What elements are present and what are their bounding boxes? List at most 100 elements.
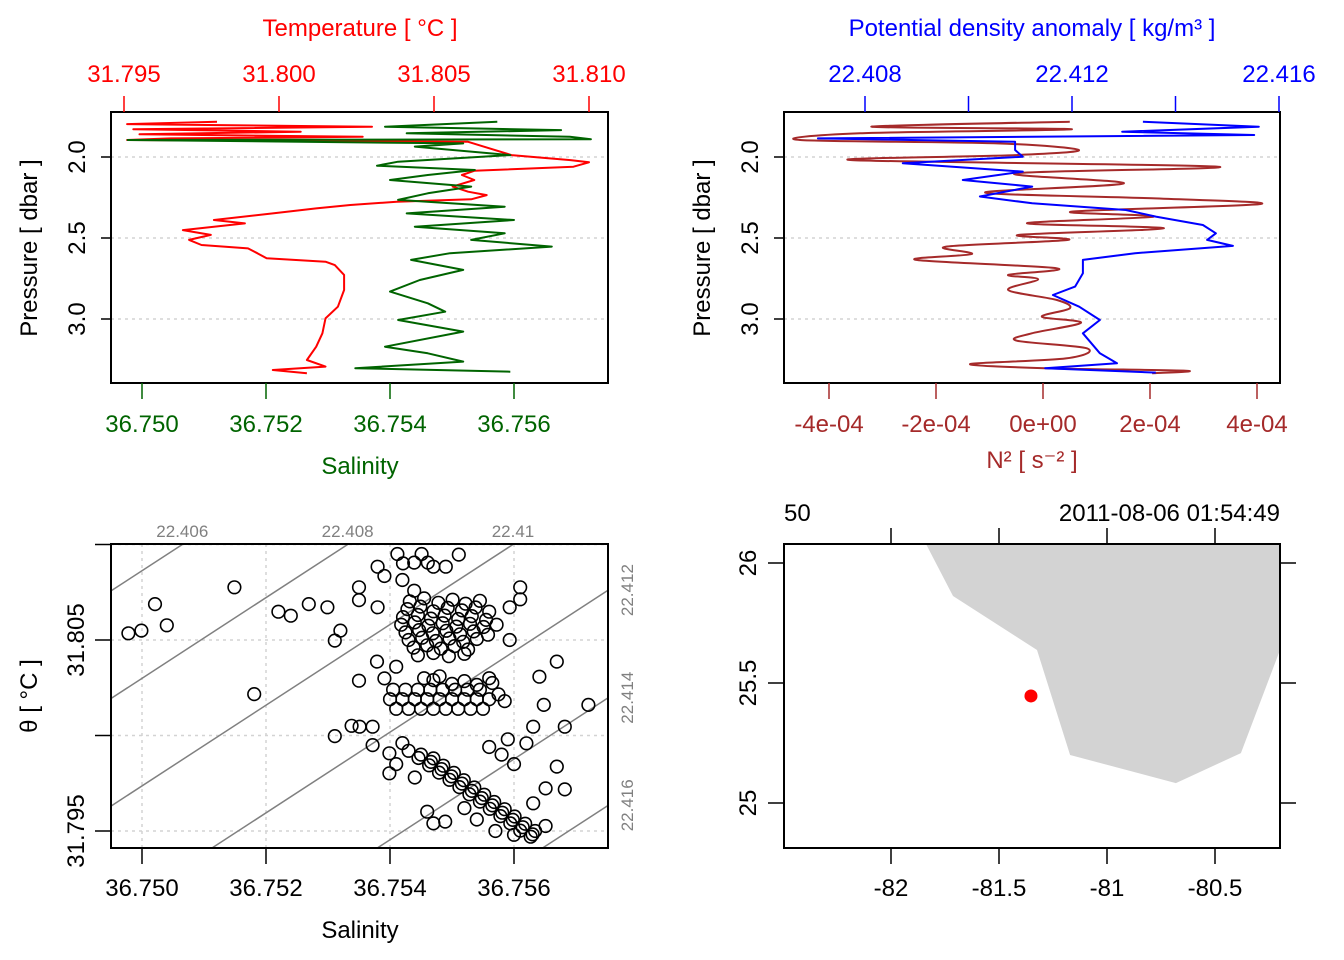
- bottom-tick-label: 4e-04: [1226, 411, 1287, 438]
- top-tick-label: 22.412: [1035, 61, 1108, 88]
- ts-point: [389, 756, 404, 772]
- ts-point: [333, 623, 348, 638]
- ts-point: [412, 622, 427, 638]
- ts-point: [515, 820, 530, 835]
- ts-point: [370, 559, 385, 574]
- top-tick-label: 31.800: [242, 61, 315, 88]
- ts-point: [549, 654, 564, 669]
- ts-point: [457, 673, 472, 689]
- top-tick-label: 22.408: [828, 61, 901, 88]
- ts-point: [466, 624, 481, 639]
- ts-point: [451, 701, 466, 716]
- ts-point: [506, 756, 522, 772]
- ts-point: [407, 615, 422, 630]
- ts-point: [352, 719, 367, 734]
- salinity-axis-label: Salinity: [321, 917, 398, 944]
- ts-point: [247, 686, 262, 702]
- y-axis-label: Pressure [ dbar ]: [16, 159, 43, 336]
- ts-point: [426, 645, 441, 661]
- bottom-tick-label: 0e+00: [1009, 411, 1076, 438]
- ts-point: [525, 827, 540, 842]
- ts-point: [283, 608, 298, 623]
- ts-point: [505, 812, 520, 828]
- profile-panel-density-n2: 2.0 2.5 3.0 Pressure [ dbar ] 22.408 22.412 22…: [689, 15, 1316, 474]
- ts-point: [401, 632, 416, 648]
- ts-point: [485, 675, 500, 691]
- ts-point: [454, 776, 470, 791]
- ts-point: [445, 592, 460, 607]
- ts-point: [407, 555, 422, 570]
- n2-profile-line: [792, 120, 1264, 375]
- ts-point: [344, 718, 359, 733]
- ts-point: [435, 616, 450, 631]
- isopycnal-line: [110, 543, 184, 592]
- ts-points: [121, 546, 596, 844]
- ts-point: [497, 693, 512, 709]
- ts-point: [422, 758, 437, 773]
- ts-point: [475, 701, 491, 716]
- ts-point: [442, 772, 457, 787]
- ts-point: [395, 556, 411, 571]
- top-tick-label: 31.795: [87, 61, 160, 88]
- ts-point: [423, 611, 439, 626]
- ts-point: [489, 617, 504, 632]
- bottom-tick-label: 36.750: [105, 411, 178, 438]
- n2-axis-label: N² [ s⁻² ]: [986, 447, 1077, 474]
- longitude-tick-label: -80.5: [1188, 875, 1243, 902]
- density-axis-title: Potential density anomaly [ kg/m³ ]: [849, 15, 1216, 42]
- isopycnal-lines: [110, 543, 609, 849]
- ts-point: [421, 618, 436, 633]
- salinity-axis-label: Salinity: [321, 453, 398, 480]
- plot-frame: [110, 543, 609, 849]
- station-time-label: 2011-08-06 01:54:49: [1059, 500, 1280, 527]
- longitude-tick-label: -81.5: [972, 875, 1027, 902]
- ts-point: [472, 794, 488, 809]
- ts-point: [438, 559, 453, 574]
- longitude-tick-label: -82: [874, 875, 909, 902]
- ts-point: [451, 547, 466, 562]
- ts-point: [351, 580, 367, 595]
- ts-point: [351, 592, 367, 608]
- ts-point: [497, 802, 512, 817]
- ts-point: [365, 737, 380, 753]
- ts-point: [482, 801, 497, 816]
- x-tick-label: 36.750: [105, 875, 178, 902]
- y-tick-label: 31.805: [63, 603, 90, 676]
- bottom-tick-label: 36.756: [477, 411, 550, 438]
- plot-frame: [110, 111, 609, 384]
- ts-point: [301, 596, 316, 612]
- y-tick-label: 2.5: [737, 221, 764, 254]
- y-tick-label: 2.0: [64, 140, 91, 173]
- ts-point: [438, 701, 453, 716]
- ts-point: [527, 823, 543, 839]
- ts-point: [469, 631, 484, 647]
- top-tick-label: 22.416: [1242, 61, 1315, 88]
- ts-point: [431, 765, 447, 780]
- ts-point: [327, 728, 342, 744]
- isopycnal-label: 22.412: [618, 564, 637, 616]
- ts-point: [513, 580, 528, 595]
- ts-point: [147, 596, 163, 612]
- ts-point: [227, 580, 242, 595]
- ts-point: [457, 800, 472, 816]
- ts-point: [581, 697, 596, 713]
- ts-point: [410, 648, 426, 663]
- ts-point: [394, 617, 409, 632]
- ts-point: [382, 746, 397, 761]
- y-tick-label: 2.0: [737, 140, 764, 173]
- isopycnal-label: 22.406: [156, 522, 208, 541]
- temperature-profile-line: [126, 120, 590, 375]
- isopycnal-label: 22.41: [492, 522, 535, 541]
- isopycnal-line: [211, 589, 609, 849]
- isopycnal-line: [542, 804, 609, 849]
- ts-point: [557, 719, 572, 734]
- ts-point: [463, 701, 478, 716]
- isopycnal-label: 22.416: [618, 779, 637, 831]
- ts-point: [557, 782, 572, 797]
- ts-point: [426, 751, 441, 766]
- isopycnal-label: 22.414: [618, 672, 637, 724]
- ts-point: [468, 600, 483, 615]
- ts-point: [536, 697, 551, 713]
- ts-point: [134, 623, 149, 638]
